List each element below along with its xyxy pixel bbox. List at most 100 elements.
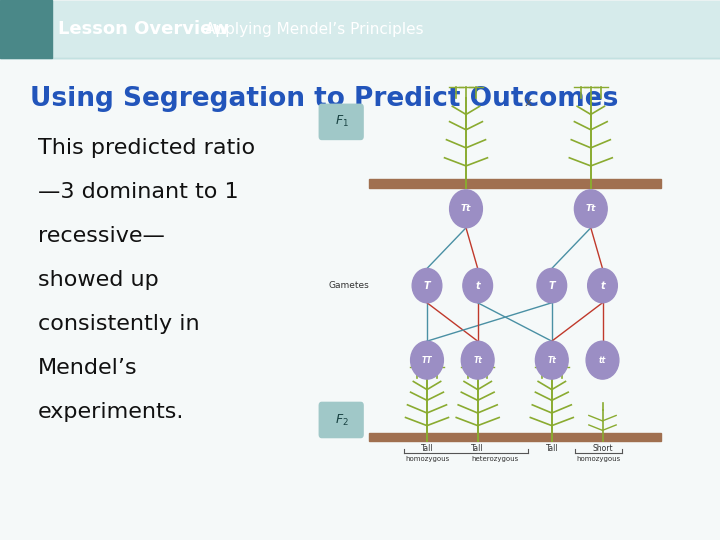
Bar (0, 46, 720, 57)
Bar (0, 58, 720, 540)
Bar (0, 8, 720, 57)
Circle shape (463, 268, 492, 303)
Bar (0, 38, 720, 57)
Bar (0, 2, 720, 56)
Bar (0, 35, 720, 57)
Bar (0, 34, 720, 57)
Bar (0, 49, 720, 57)
Circle shape (537, 268, 567, 303)
Circle shape (462, 341, 494, 379)
Bar (0, 3, 720, 56)
Bar (0, 9, 720, 57)
Text: Tt: Tt (473, 356, 482, 364)
Text: Tt: Tt (585, 204, 596, 213)
Text: Lesson Overview: Lesson Overview (58, 20, 229, 38)
Bar (0, 55, 720, 57)
Bar (0, 51, 720, 57)
Text: t: t (600, 281, 605, 291)
Bar (0, 26, 720, 57)
Bar (0, 17, 720, 57)
Bar (0, 46, 720, 57)
Bar (0, 42, 720, 57)
Text: x: x (525, 96, 532, 109)
Bar (0, 37, 720, 57)
Bar (0, 12, 720, 57)
Bar (0, 24, 720, 57)
Text: Mendel’s: Mendel’s (38, 359, 138, 379)
Bar (0, 23, 720, 57)
Text: showed up: showed up (38, 271, 158, 291)
Bar (0, 14, 720, 57)
Bar (0, 36, 720, 57)
Text: heterozygous: heterozygous (472, 456, 519, 462)
Text: Short: Short (592, 444, 613, 453)
Text: T: T (423, 281, 431, 291)
Text: recessive—: recessive— (38, 226, 165, 246)
FancyBboxPatch shape (318, 104, 364, 140)
Text: consistently in: consistently in (38, 314, 199, 334)
Bar (0, 10, 720, 57)
Bar (0, 12, 720, 57)
Text: TT: TT (422, 356, 432, 364)
Bar (0, 17, 720, 57)
Bar (0, 40, 720, 57)
Bar (0, 52, 720, 57)
Text: —3 dominant to 1: —3 dominant to 1 (38, 183, 238, 202)
Bar (0, 21, 720, 57)
Bar (0, 28, 720, 57)
Bar (0, 6, 720, 57)
Text: $F_1$: $F_1$ (335, 114, 349, 130)
Circle shape (449, 190, 482, 228)
Circle shape (410, 341, 444, 379)
Circle shape (536, 341, 568, 379)
Text: $F_2$: $F_2$ (335, 413, 349, 428)
Bar (369, 179, 661, 188)
Text: homozygous: homozygous (405, 456, 449, 462)
Bar (0, 22, 720, 57)
Text: Gametes: Gametes (328, 281, 369, 290)
Text: Applying Mendel’s Principles: Applying Mendel’s Principles (205, 22, 423, 37)
Bar (0, 22, 720, 57)
Text: experiments.: experiments. (38, 402, 184, 422)
Text: Tt: Tt (547, 356, 557, 364)
Text: tt: tt (599, 356, 606, 364)
Bar (0, 43, 720, 57)
Text: Tt: Tt (461, 204, 471, 213)
FancyBboxPatch shape (318, 402, 364, 438)
Bar (0, 29, 720, 57)
Bar (0, 4, 720, 57)
Bar (0, 56, 720, 57)
Bar (0, 27, 720, 57)
Bar (0, 57, 720, 58)
Text: Tall: Tall (459, 191, 473, 200)
Bar (0, 48, 720, 57)
Text: homozygous: homozygous (577, 456, 621, 462)
Bar (0, 44, 720, 57)
Bar (0, 41, 720, 57)
Text: Using Segregation to Predict Outcomes: Using Segregation to Predict Outcomes (30, 86, 618, 112)
Bar (0, 1, 720, 56)
Text: T: T (549, 281, 555, 291)
Circle shape (586, 341, 619, 379)
Bar (0, 50, 720, 57)
Bar (0, 39, 720, 57)
Bar (0, 45, 720, 57)
Bar (0, 16, 720, 57)
Bar (0, 11, 720, 57)
Circle shape (575, 190, 607, 228)
Bar (0, 19, 720, 57)
Text: t: t (475, 281, 480, 291)
Bar (0, 33, 720, 57)
Bar (0, 7, 720, 57)
Bar (0, 0, 52, 58)
Circle shape (588, 268, 617, 303)
Bar (0, 51, 720, 57)
Text: Tall: Tall (584, 191, 598, 200)
Text: This predicted ratio: This predicted ratio (38, 138, 255, 158)
Text: Tall: Tall (420, 444, 433, 453)
Bar (0, 53, 720, 57)
Text: Tall: Tall (546, 444, 558, 453)
Bar (0, 18, 720, 57)
Bar (0, 32, 720, 57)
Bar (0, 31, 720, 57)
